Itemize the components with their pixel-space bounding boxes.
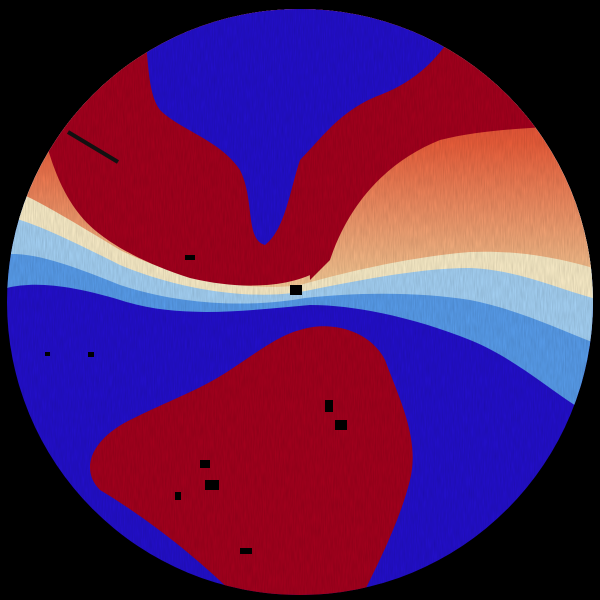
beam-blockage-streak xyxy=(66,130,120,164)
no-data-speckles xyxy=(45,255,347,554)
